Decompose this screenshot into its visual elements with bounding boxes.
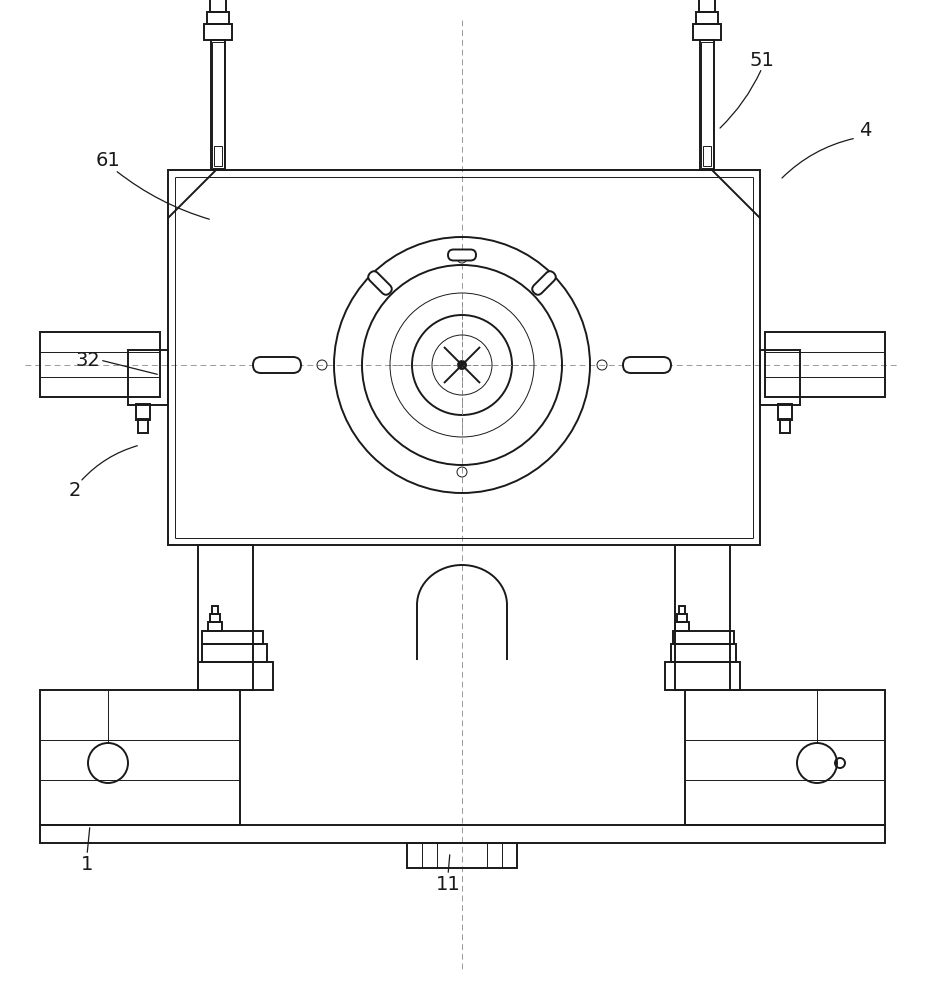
Text: 1: 1 [80, 856, 93, 874]
FancyBboxPatch shape [253, 357, 301, 373]
Text: 11: 11 [436, 876, 461, 894]
Bar [211, 40, 225, 170]
Bar [407, 843, 517, 868]
Bar [679, 606, 685, 614]
Text: 61: 61 [95, 150, 120, 169]
Bar [198, 662, 273, 690]
Text: 32: 32 [76, 351, 101, 369]
Text: 2: 2 [68, 481, 81, 499]
Bar [699, 0, 715, 12]
Bar [671, 644, 736, 662]
Bar [778, 404, 792, 420]
Bar [700, 40, 714, 170]
Bar [696, 12, 718, 24]
Bar [208, 622, 222, 631]
Bar [765, 332, 885, 397]
Bar [198, 545, 253, 690]
Bar [40, 690, 240, 825]
Bar [760, 350, 800, 405]
Bar [701, 42, 713, 168]
FancyBboxPatch shape [368, 271, 392, 295]
Bar [168, 170, 760, 545]
Bar [40, 332, 160, 397]
Bar [204, 24, 232, 40]
Bar [210, 0, 226, 12]
Bar [673, 631, 734, 644]
Bar [40, 825, 885, 843]
FancyBboxPatch shape [623, 357, 671, 373]
Bar [780, 419, 790, 433]
Bar [210, 614, 220, 622]
Bar [677, 614, 687, 622]
Text: 4: 4 [858, 120, 871, 139]
Circle shape [458, 361, 466, 369]
Bar [136, 404, 150, 420]
Bar [665, 662, 740, 690]
FancyBboxPatch shape [532, 271, 556, 295]
Bar [202, 631, 263, 644]
FancyBboxPatch shape [448, 249, 476, 260]
Bar [703, 146, 711, 166]
Bar [675, 545, 730, 690]
Bar [214, 146, 222, 166]
Bar [693, 24, 721, 40]
Text: 51: 51 [749, 50, 774, 70]
Bar [138, 419, 148, 433]
Bar [675, 622, 689, 631]
Bar [202, 644, 267, 662]
Bar [128, 350, 168, 405]
Bar [685, 690, 885, 825]
Bar [212, 42, 224, 168]
Bar [212, 606, 218, 614]
Bar [207, 12, 229, 24]
